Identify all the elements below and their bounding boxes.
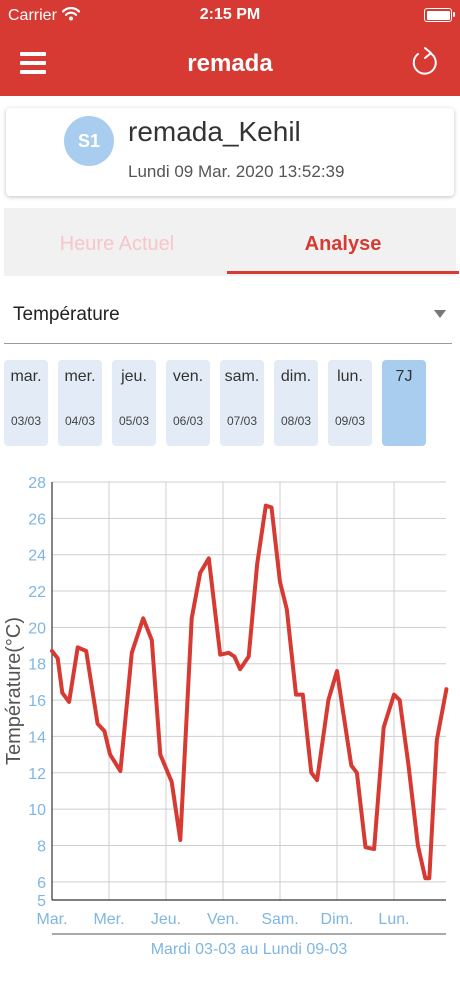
- day-chip-date: 04/03: [64, 414, 96, 428]
- y-tick-label: 18: [28, 657, 46, 674]
- y-tick-label: 5: [37, 893, 46, 910]
- day-chip-name: lun.: [337, 368, 363, 385]
- day-chip-date: 03/03: [10, 414, 42, 428]
- day-chip-mer[interactable]: mer. 04/03: [58, 360, 102, 446]
- day-chip-dim[interactable]: dim. 08/03: [274, 360, 318, 446]
- chart-canvas: 56 8 10 12 14 16 18 20 22 24 26 28 Mar. Mer. Jeu. Ven. S…: [3, 475, 449, 958]
- device-timestamp: Lundi 09 Mar. 2020 13:52:39: [128, 162, 345, 181]
- day-chip-name: ven.: [172, 368, 204, 385]
- day-chip-date: 09/03: [334, 414, 366, 428]
- active-tab-indicator: [227, 271, 459, 274]
- y-tick-label: 10: [28, 802, 46, 819]
- status-bar: Carrier 2:15 PM: [0, 0, 460, 32]
- temperature-series-line: [50, 503, 449, 881]
- day-chip-name: mer.: [64, 368, 96, 385]
- day-chip-jeu[interactable]: jeu. 05/03: [112, 360, 156, 446]
- y-tick-label: 20: [28, 620, 46, 637]
- y-tick-label: 22: [28, 584, 46, 601]
- x-tick-label: Dim.: [321, 911, 354, 928]
- x-tick-label: Lun.: [378, 911, 409, 928]
- status-time: 2:15 PM: [199, 6, 261, 23]
- measure-dropdown[interactable]: Température: [4, 294, 452, 344]
- y-tick-label: 12: [28, 766, 46, 783]
- y-tick-label: 6: [37, 875, 46, 892]
- device-card[interactable]: S1 remada_Kehil Lundi 09 Mar. 2020 13:52…: [6, 108, 454, 196]
- y-tick-label: 24: [28, 548, 46, 565]
- y-tick-label: 16: [28, 693, 46, 710]
- day-chip-date: 08/03: [280, 414, 312, 428]
- app-header: Carrier 2:15 PM remada: [0, 0, 460, 96]
- x-tick-label: Mer.: [93, 911, 124, 928]
- device-avatar: S1: [64, 116, 114, 166]
- y-tick-label: 26: [28, 511, 46, 528]
- day-chip-mar[interactable]: mar. 03/03: [4, 360, 48, 446]
- day-chip-name: sam.: [224, 368, 260, 385]
- y-tick-label: 28: [28, 475, 46, 492]
- y-tick-label: 8: [37, 838, 46, 855]
- wifi-icon: [62, 7, 80, 21]
- x-axis-label: Mardi 03-03 au Lundi 09-03: [151, 941, 348, 958]
- day-chip-date: 05/03: [118, 414, 150, 428]
- day-chip-name: dim.: [280, 368, 312, 385]
- x-tick-label: Sam.: [261, 911, 298, 928]
- x-tick-label: Mar.: [36, 911, 67, 928]
- x-tick-label: Ven.: [207, 911, 239, 928]
- page-title: remada: [187, 50, 273, 77]
- tab-heure-actuel[interactable]: Heure Actuel: [59, 233, 175, 255]
- day-chip-ven[interactable]: ven. 06/03: [166, 360, 210, 446]
- y-axis-label: Température(°C): [3, 617, 25, 765]
- tab-analyse[interactable]: Analyse: [304, 233, 382, 255]
- day-chip-name: mar.: [10, 368, 42, 385]
- chevron-down-icon: [434, 310, 446, 318]
- day-chip-sam[interactable]: sam. 07/03: [220, 360, 264, 446]
- y-tick-label: 14: [28, 729, 46, 746]
- day-chip-name: jeu.: [121, 368, 147, 385]
- temperature-chart: 5 6 8 10 12 14 16 18 20 22 24 26 28 Mar. Mer. Jeu. Ven. S…: [0, 466, 460, 966]
- day-selector: mar. 03/03 mer. 04/03 jeu. 05/03 ven. 06…: [0, 360, 460, 448]
- day-chip-date: 06/03: [172, 414, 204, 428]
- device-name: remada_Kehil: [128, 116, 301, 147]
- day-chip-7j[interactable]: 7J: [382, 360, 426, 446]
- day-chip-name: 7J: [395, 368, 413, 385]
- hamburger-menu-icon[interactable]: [20, 52, 46, 74]
- refresh-icon[interactable]: [410, 44, 440, 80]
- measure-dropdown-value: Température: [13, 304, 120, 325]
- x-tick-label: Jeu.: [151, 911, 181, 928]
- day-chip-date: 07/03: [226, 414, 258, 428]
- tab-bar: Heure Actuel Analyse: [4, 208, 456, 276]
- day-chip-lun[interactable]: lun. 09/03: [328, 360, 372, 446]
- carrier-label: Carrier: [8, 7, 57, 24]
- battery-icon: [424, 8, 455, 22]
